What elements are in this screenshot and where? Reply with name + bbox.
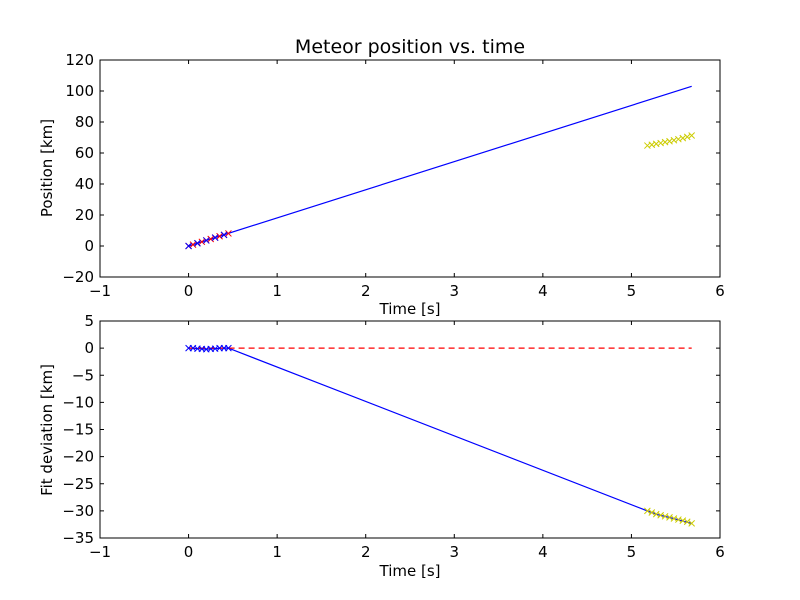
- top-x-tick-label: 6: [715, 282, 725, 300]
- top-y-tick-label: 40: [75, 175, 94, 193]
- bottom-x-tick-label: 4: [538, 543, 548, 561]
- top-data-point-stroke: [683, 133, 691, 141]
- bottom-panel: −1 0 1 2 3 4 5 6−35−30−25−20−15−10−505 Time [s]…: [38, 312, 725, 580]
- top-axes-frame: [99, 59, 721, 278]
- top-data-point-stroke: [211, 234, 219, 241]
- top-x-tick-label: 1: [272, 282, 282, 300]
- top-x-axis-label: Time [s]: [379, 300, 441, 318]
- top-data-point-2: [202, 237, 210, 244]
- bottom-data-point-3: [648, 509, 656, 516]
- top-data-point-stroke: [202, 237, 210, 244]
- top-data-point-3: [688, 132, 696, 139]
- bottom-x-tick-label: 2: [361, 543, 371, 561]
- top-data-point-stroke: [679, 134, 687, 142]
- bottom-data-point-2: [225, 344, 232, 352]
- top-panel: Meteor position vs. time −1 0 1 2 3 4 5 6 −20 0 20…: [38, 36, 725, 318]
- bottom-data-point-3: [683, 518, 691, 526]
- top-data-point-1: [189, 241, 197, 248]
- top-data-point-stroke: [194, 239, 201, 247]
- top-x-tick-label: 2: [361, 282, 371, 300]
- top-data-point-stroke: [216, 232, 223, 240]
- top-y-axis-label: Position [km]: [38, 119, 56, 217]
- bottom-y-axis-label: Fit deviation [km]: [38, 364, 56, 496]
- top-data-point-3: [679, 134, 687, 142]
- top-data-point-2: [194, 239, 201, 247]
- bottom-marks: [185, 344, 696, 527]
- top-y-tick-label: 120: [65, 51, 94, 69]
- top-data-point-2: [185, 242, 192, 250]
- top-y-tick-label: 100: [65, 82, 94, 100]
- top-ticks: −1 0 1 2 3 4 5 6 −20 0 20 40 60 80 100 120: [62, 51, 724, 300]
- top-y-tick-label: 60: [75, 144, 94, 162]
- top-series-line-0: [188, 85, 692, 247]
- bottom-data-point-stroke: [211, 345, 219, 353]
- top-data-point-stroke: [207, 235, 215, 243]
- bottom-x-tick-label: 3: [450, 543, 460, 561]
- bottom-data-point-stroke: [688, 519, 696, 527]
- top-data-point-stroke: [185, 242, 192, 250]
- top-y-tick-label: 0: [84, 237, 94, 255]
- top-data-point-1: [216, 232, 223, 240]
- top-x-tick-label: 5: [627, 282, 637, 300]
- top-data-point-1: [198, 238, 206, 246]
- top-data-point-stroke: [670, 136, 678, 144]
- top-data-point-stroke: [644, 142, 651, 149]
- bottom-x-tick-label: −1: [89, 543, 111, 561]
- bottom-data-point-stroke: [683, 518, 691, 526]
- top-data-point-stroke: [688, 132, 696, 139]
- top-data-point-2: [220, 231, 228, 239]
- top-data-point-stroke: [198, 238, 206, 246]
- top-data-point-3: [683, 133, 691, 141]
- bottom-axes-frame: [99, 320, 721, 539]
- top-data-point-stroke: [666, 137, 673, 145]
- top-data-point-stroke: [220, 231, 228, 239]
- bottom-data-point-stroke: [225, 344, 232, 352]
- top-data-point-stroke: [648, 141, 656, 149]
- top-data-point-stroke: [225, 230, 232, 237]
- top-y-tick-label: −20: [62, 268, 94, 286]
- bottom-y-tick-label: −20: [62, 448, 94, 466]
- top-x-tick-label: −1: [89, 282, 111, 300]
- bottom-ticks: −1 0 1 2 3 4 5 6−35−30−25−20−15−10−505: [62, 312, 724, 561]
- bottom-x-tick-label: 1: [272, 543, 282, 561]
- bottom-data-point-3: [644, 507, 651, 515]
- bottom-y-tick-label: 5: [84, 312, 94, 330]
- bottom-y-tick-label: −25: [62, 475, 94, 493]
- bottom-y-tick-label: −5: [72, 366, 94, 384]
- top-x-tick-label: 3: [450, 282, 460, 300]
- bottom-y-tick-label: −30: [62, 502, 94, 520]
- top-x-tick-label: 0: [184, 282, 194, 300]
- top-data-point-stroke: [652, 140, 660, 148]
- bottom-data-point-3: [688, 519, 696, 527]
- top-data-point-stroke: [675, 135, 682, 143]
- bottom-x-tick-label: 6: [715, 543, 725, 561]
- bottom-y-tick-label: −15: [62, 421, 94, 439]
- top-marks: [185, 85, 696, 250]
- bottom-y-tick-label: −35: [62, 529, 94, 547]
- bottom-data-point-stroke: [644, 507, 651, 515]
- bottom-x-tick-label: 0: [184, 543, 194, 561]
- top-data-point-1: [207, 235, 215, 243]
- top-data-point-stroke: [661, 138, 669, 146]
- top-y-tick-label: 80: [75, 113, 94, 131]
- top-y-tick-label: 20: [75, 206, 94, 224]
- bottom-x-axis-label: Time [s]: [379, 562, 441, 580]
- top-data-point-stroke: [189, 241, 197, 248]
- bottom-y-tick-label: 0: [84, 339, 94, 357]
- top-data-point-1: [225, 230, 232, 237]
- bottom-x-tick-label: 5: [627, 543, 637, 561]
- top-data-point-stroke: [657, 139, 665, 147]
- bottom-y-tick-label: −10: [62, 393, 94, 411]
- top-data-point-2: [211, 234, 219, 241]
- top-x-tick-label: 4: [538, 282, 548, 300]
- bottom-plot-area: [100, 321, 720, 538]
- bottom-data-point-stroke: [648, 509, 656, 516]
- top-chart-title: Meteor position vs. time: [295, 36, 525, 58]
